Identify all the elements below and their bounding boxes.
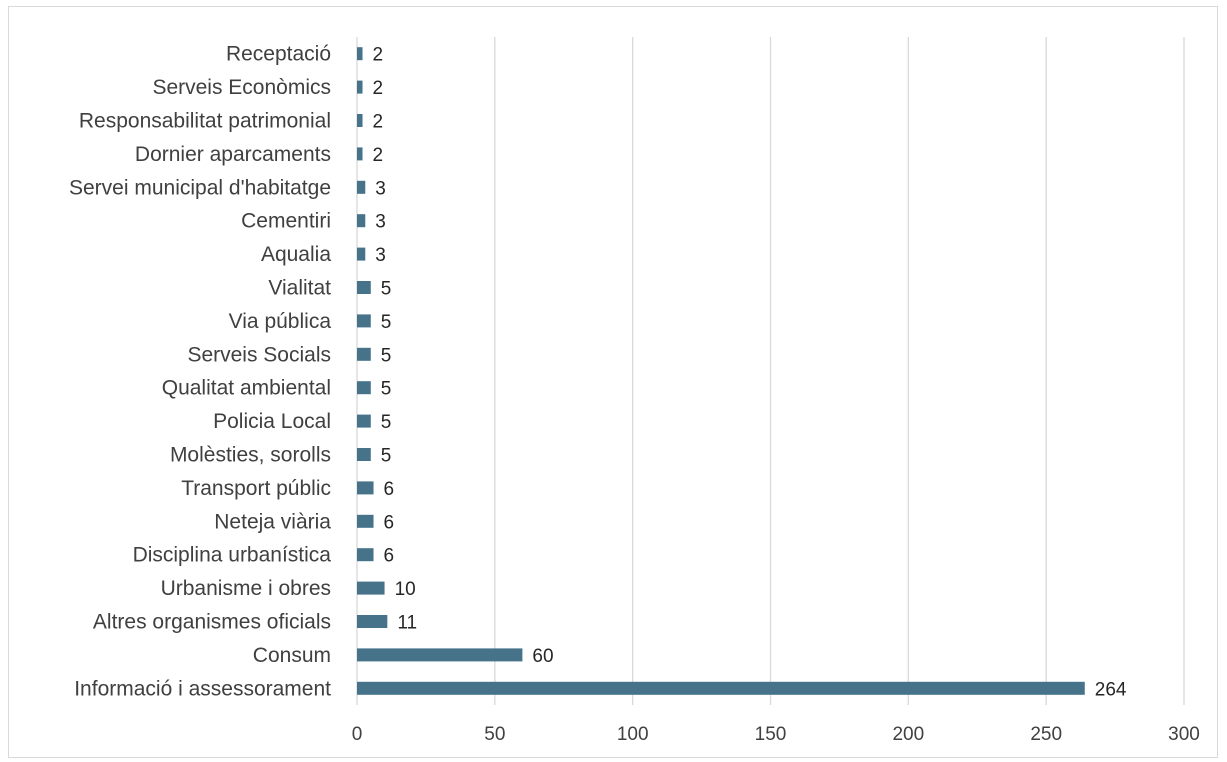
bar — [357, 314, 371, 328]
x-axis-ticks: 0 50 100 150 200 250 300 — [352, 724, 1200, 745]
x-tick-label: 300 — [1168, 724, 1200, 745]
data-label: 5 — [381, 279, 392, 300]
category-label: Transport públic — [181, 477, 331, 500]
category-label: Responsabilitat patrimonial — [79, 110, 331, 133]
bar — [357, 281, 371, 294]
category-label: Via pública — [229, 310, 332, 333]
data-label: 5 — [381, 379, 392, 400]
category-label: Urbanisme i obres — [161, 577, 331, 600]
bar — [357, 448, 371, 461]
data-label: 5 — [381, 345, 392, 366]
category-label: Servei municipal d'habitatge — [69, 176, 331, 199]
bar — [357, 47, 363, 61]
bar — [357, 214, 366, 228]
data-label: 10 — [395, 579, 416, 600]
x-tick-label: 200 — [892, 724, 924, 745]
x-tick-label: 0 — [352, 724, 363, 745]
data-label: 5 — [381, 446, 392, 467]
data-label: 6 — [384, 512, 395, 533]
bar — [357, 247, 366, 261]
bar — [357, 180, 366, 194]
bar — [357, 347, 371, 361]
bar — [357, 581, 385, 595]
data-label: 3 — [375, 212, 386, 233]
data-label: 60 — [532, 646, 553, 667]
category-label: Consum — [253, 644, 331, 667]
category-label: Informació i assessorament — [74, 677, 331, 700]
category-label: Disciplina urbanística — [133, 544, 332, 567]
data-label: 11 — [397, 613, 417, 634]
x-tick-label: 100 — [617, 724, 649, 745]
x-tick-label: 250 — [1030, 724, 1062, 745]
data-label: 6 — [384, 479, 395, 500]
bar — [357, 648, 523, 662]
category-label: Aqualia — [261, 243, 331, 266]
category-label: Neteja viària — [214, 510, 331, 533]
data-label: 2 — [373, 112, 384, 133]
category-label: Cementiri — [241, 210, 331, 233]
bars — [357, 47, 1085, 695]
bar — [357, 681, 1085, 695]
bar — [357, 615, 388, 628]
data-label: 264 — [1095, 679, 1127, 700]
category-label: Altres organismes oficials — [93, 611, 331, 634]
category-label: Receptació — [226, 43, 331, 66]
bar — [357, 514, 374, 528]
category-label: Serveis Econòmics — [152, 76, 331, 99]
data-label: 5 — [381, 412, 392, 433]
gridlines — [356, 37, 1185, 705]
bar — [357, 481, 374, 495]
category-labels: Receptació Serveis Econòmics Responsabilit… — [69, 43, 331, 701]
x-tick-label: 150 — [755, 724, 787, 745]
category-label: Qualitat ambiental — [162, 377, 331, 400]
bar — [357, 80, 363, 94]
x-tick-label: 50 — [484, 724, 505, 745]
data-label: 2 — [373, 45, 384, 66]
category-label: Vialitat — [268, 277, 331, 300]
category-label: Policia Local — [213, 410, 331, 433]
category-label: Serveis Socials — [187, 343, 331, 366]
bar — [357, 548, 374, 562]
data-label: 3 — [375, 245, 386, 266]
bar — [357, 114, 363, 127]
data-label: 3 — [375, 178, 386, 199]
chart-frame — [8, 6, 1218, 758]
data-label: 5 — [381, 312, 392, 333]
bar — [357, 381, 371, 395]
bar — [357, 147, 363, 161]
bar — [357, 414, 371, 428]
category-label: Molèsties, sorolls — [170, 444, 331, 467]
data-label: 6 — [384, 546, 395, 567]
data-label: 2 — [373, 78, 384, 99]
category-label: Dornier aparcaments — [135, 143, 331, 166]
data-label: 2 — [373, 145, 384, 166]
